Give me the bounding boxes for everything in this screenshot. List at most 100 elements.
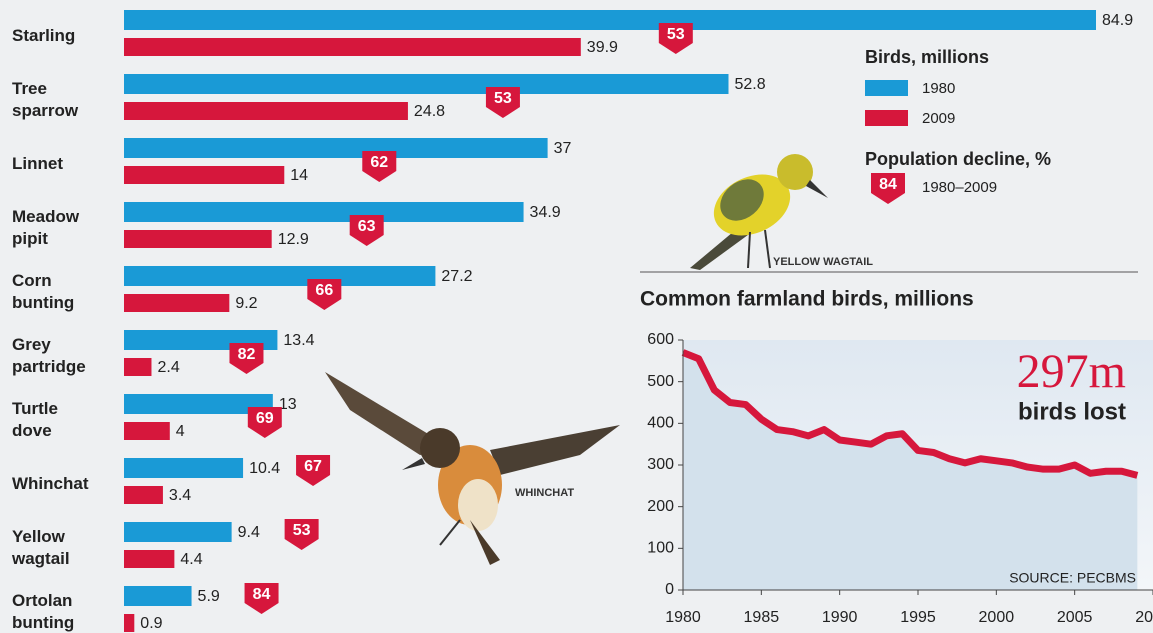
legend-label: 1980: [922, 80, 955, 97]
decline-label: 66: [315, 282, 333, 299]
value-label: 84.9: [1102, 12, 1133, 29]
bar: [124, 102, 408, 120]
value-label: 14: [290, 167, 308, 184]
decline-badge: [296, 455, 331, 486]
value-label: 9.2: [235, 295, 257, 312]
whinchat-illustration: [325, 372, 620, 565]
bar: [124, 166, 285, 184]
value-label: 34.9: [530, 204, 561, 221]
decline-badge: [284, 519, 319, 550]
decline-label: 62: [370, 154, 388, 171]
legend-swatch: [865, 110, 908, 126]
bar: [124, 358, 152, 376]
x-tick-label: 1990: [822, 609, 858, 626]
annotation: birds lost: [1018, 398, 1126, 425]
category-label: Starling: [12, 26, 76, 45]
x-tick-label: 1985: [744, 609, 780, 626]
value-label: 27.2: [441, 268, 472, 285]
decline-label: 84: [879, 176, 897, 193]
category-label: Tree sparrow: [12, 79, 79, 120]
y-tick-label: 600: [647, 331, 674, 348]
bar: [124, 486, 163, 504]
decline-badge: [247, 407, 282, 438]
decline-badge: [362, 151, 397, 182]
decline-label: 63: [358, 218, 376, 235]
category-label: Ortolan bunting: [12, 591, 75, 632]
x-tick-label: 2000: [979, 609, 1015, 626]
decline-label: 53: [494, 90, 512, 107]
bar: [124, 458, 244, 478]
value-label: 5.9: [198, 588, 220, 605]
category-label: Grey partridge: [12, 335, 86, 376]
decline-label: 53: [293, 522, 311, 539]
value-label: 24.8: [414, 103, 445, 120]
x-tick-label: 1995: [900, 609, 936, 626]
decline-badge: [658, 23, 693, 54]
decline-badge: [349, 215, 384, 246]
bar: [124, 202, 524, 222]
value-label: 3.4: [169, 487, 191, 504]
value-label: 10.4: [249, 460, 280, 477]
decline-badge: [244, 583, 279, 614]
y-tick-label: 500: [647, 373, 674, 390]
y-tick-label: 0: [665, 581, 674, 598]
legend-title: Birds, millions: [865, 47, 989, 67]
legend-swatch: [865, 80, 908, 96]
category-label: Corn bunting: [12, 271, 75, 312]
bar: [124, 266, 436, 286]
value-label: 13: [279, 396, 297, 413]
line-chart-title: Common farmland birds, millions: [640, 288, 974, 311]
bar: [124, 74, 729, 94]
value-label: 4: [176, 423, 185, 440]
value-label: 13.4: [283, 332, 314, 349]
bar: [124, 230, 272, 248]
category-label: Linnet: [12, 154, 63, 173]
decline-badge: [871, 173, 905, 204]
category-label: Whinchat: [12, 474, 89, 493]
value-label: 37: [554, 140, 572, 157]
bar: [124, 522, 232, 542]
decline-badge: [307, 279, 342, 310]
y-tick-label: 200: [647, 498, 674, 515]
value-label: 0.9: [140, 615, 162, 632]
bar: [124, 294, 230, 312]
value-label: 2.4: [157, 359, 179, 376]
legend-label: 2009: [922, 110, 955, 127]
decline-label: 53: [667, 26, 685, 43]
value-label: 4.4: [180, 551, 202, 568]
line: [681, 349, 1139, 479]
decline-badge: [485, 87, 520, 118]
x-tick-label: 2010: [1135, 609, 1153, 626]
yellow-wagtail-illustration: [690, 154, 828, 270]
bar: [124, 38, 581, 56]
bar: [124, 394, 273, 414]
decline-label: 84: [253, 586, 271, 603]
category-label: Turtle dove: [12, 399, 58, 440]
annotation: 297m: [1017, 345, 1126, 398]
area: [683, 352, 1138, 590]
x-tick-label: 1980: [665, 609, 701, 626]
bird-label: YELLOW WAGTAIL: [773, 256, 873, 268]
bar: [124, 614, 135, 632]
value-label: 52.8: [734, 76, 765, 93]
bar: [124, 10, 1096, 30]
bird-label: WHINCHAT: [515, 487, 574, 499]
bar: [124, 138, 548, 158]
decline-title: Population decline, %: [865, 149, 1051, 169]
decline-label: 67: [304, 458, 322, 475]
decline-badge: [229, 343, 264, 374]
category-label: Yellow wagtail: [12, 527, 70, 568]
x-tick-label: 2005: [1057, 609, 1093, 626]
source: SOURCE: PECBMS: [1009, 570, 1136, 586]
value-label: 39.9: [587, 39, 618, 56]
bar: [124, 422, 170, 440]
decline-label: 82: [238, 346, 256, 363]
value-label: 12.9: [278, 231, 309, 248]
bar: [124, 586, 192, 606]
value-label: 9.4: [238, 524, 260, 541]
y-tick-label: 100: [647, 540, 674, 557]
category-label: Meadow pipit: [12, 207, 80, 248]
y-tick-label: 400: [647, 415, 674, 432]
